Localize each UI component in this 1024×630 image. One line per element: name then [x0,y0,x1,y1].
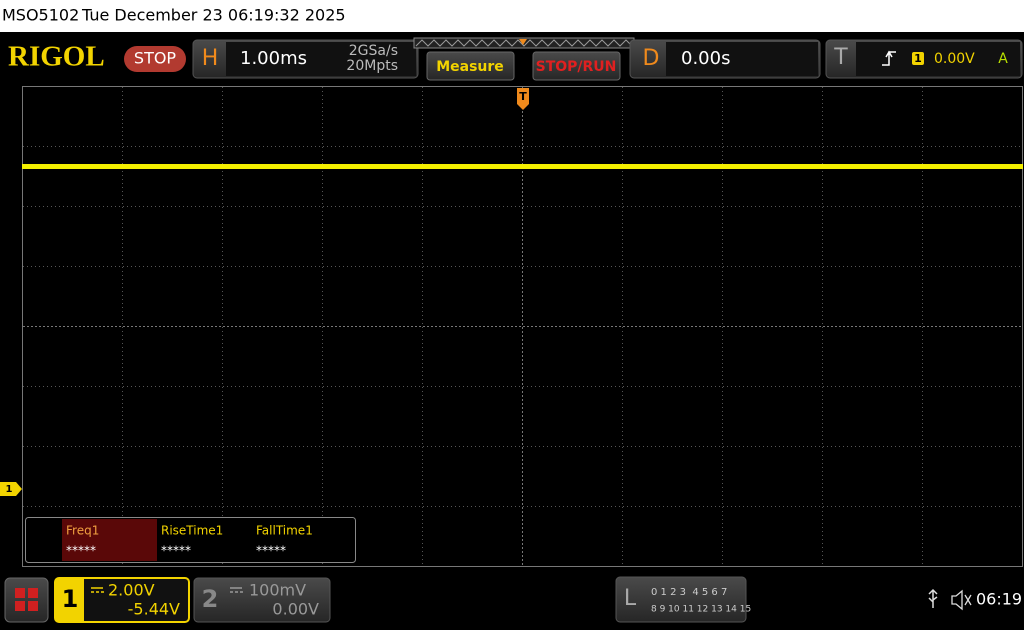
channel1-box[interactable] [54,577,190,623]
measurement-name: FallTime1 [256,524,313,538]
channel2-coupling-icon [230,587,243,593]
delay-value: 0.00s [681,48,730,69]
menu-square [28,601,38,611]
menu-square [15,601,25,611]
speaker-icon[interactable] [951,589,972,611]
measurement-selected [62,519,157,561]
logic-label: L [624,586,637,611]
measure-button[interactable] [426,51,515,81]
measurement-value: ***** [66,544,96,558]
datetime: Tue December 23 06:19:32 2025 [81,6,346,25]
measurement-value: ***** [161,544,191,558]
trigger-inner [856,42,1020,76]
horizontal-label: H [202,46,219,71]
model: MSO5102 [2,6,79,25]
channel1-trace [22,164,1023,169]
channel1-marker-label: 1 [6,484,13,495]
menu-icon [15,588,38,611]
channel2-label: 2 [202,585,219,613]
memory-depth: 20Mpts [346,58,398,74]
logic-box[interactable] [615,576,747,623]
trigger-position-marker [517,88,529,110]
run-state-badge [124,46,186,72]
menu-square [15,588,25,598]
measurement-list: Freq1 ***** RiseTime1 ***** FallTime1 ***** [66,524,313,558]
stop-run-label: STOP/RUN [536,59,617,75]
channel1-scale: 2.00V [108,581,155,600]
logo: RIGOL [8,41,105,73]
logic-row2: 8 9 10 11 12 13 14 15 [651,605,751,615]
measurement-name: Freq1 [66,524,99,538]
memory-zigzag [415,39,633,47]
channel1-marker [0,482,22,496]
trigger-position-label: T [519,90,527,103]
horizontal-inner [226,42,416,76]
sample-rate: 2GSa/s [349,43,398,59]
grid-border [22,86,1023,567]
trigger-level: 0.00V [934,51,975,67]
delay-label: D [643,46,660,71]
measurement-name: RiseTime1 [161,524,223,538]
menu-button[interactable] [4,577,49,623]
memory-marker [519,39,527,45]
channel2-scale: 100mV [249,581,306,600]
clock: 06:19 [976,590,1022,609]
timebase: 1.00ms [240,48,307,69]
trigger-edge-icon [882,50,896,66]
channel1-coupling-icon [91,587,104,593]
run-state: STOP [134,49,177,68]
trigger-source: 1 [914,52,922,65]
logic-row1: 0 1 2 3 4 5 6 7 [651,587,727,598]
measure-label: Measure [436,59,504,75]
status-bar [0,0,1024,32]
channel2-offset: 0.00V [272,600,319,619]
usb-icon [928,588,938,608]
channel1-tab [56,579,84,621]
channel1-label: 1 [62,585,79,613]
stop-run-button[interactable] [532,51,621,81]
menu-square [28,588,38,598]
channel2-box[interactable] [193,577,331,623]
trigger-source-badge [912,52,924,65]
trigger-mode: A [998,51,1008,67]
channel1-offset: -5.44V [128,600,180,619]
measurement-value: ***** [256,544,286,558]
waveform-grid [23,87,1022,566]
trigger-label: T [833,45,848,70]
delay-inner [666,42,818,76]
